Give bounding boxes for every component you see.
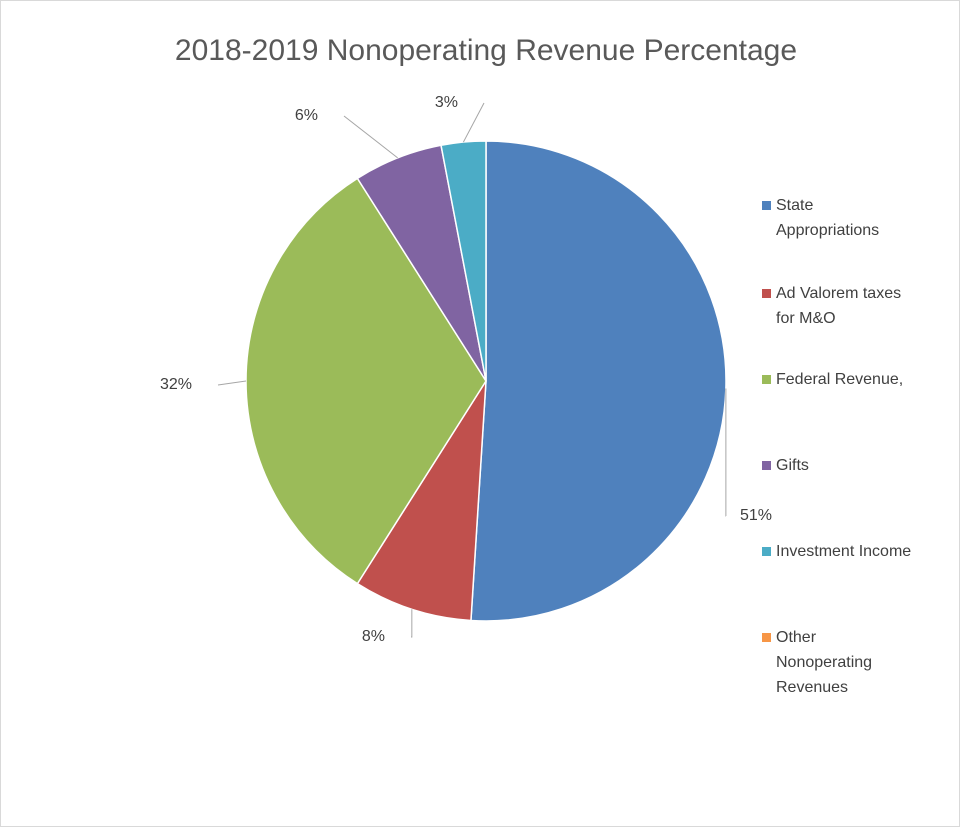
legend-item: Investment Income [762, 539, 912, 564]
legend-swatch [762, 547, 771, 556]
legend-swatch [762, 201, 771, 210]
pie-slice [356, 380, 487, 622]
data-label: 6% [295, 107, 318, 124]
legend-label: Gifts [776, 457, 809, 474]
data-label: 3% [435, 94, 458, 111]
legend-label: Ad Valorem taxes for M&O [776, 285, 902, 327]
legend-item: Gifts [762, 453, 912, 478]
leader-line [462, 102, 485, 143]
legend-item: State Appropriations [762, 193, 912, 243]
leader-line [343, 115, 398, 159]
pie-slice [440, 140, 487, 382]
chart-title: 2018-2019 Nonoperating Revenue Percentag… [175, 34, 797, 67]
data-label: 32% [160, 376, 192, 393]
legend-label: Investment Income [776, 543, 912, 560]
legend-swatch [762, 461, 771, 470]
data-label: 8% [362, 628, 385, 645]
legend-item: Other Nonoperating Revenues [762, 625, 912, 700]
legend-label: State Appropriations [776, 197, 880, 239]
legend-swatch [762, 289, 771, 298]
legend-item: Ad Valorem taxes for M&O [762, 281, 912, 331]
legend-item: Federal Revenue, [762, 367, 912, 392]
leader-line [411, 609, 413, 638]
leader-line [217, 380, 247, 386]
legend-label: Other Nonoperating Revenues [776, 629, 873, 696]
legend-swatch [762, 633, 771, 642]
legend-label: Federal Revenue, [776, 371, 904, 388]
legend-swatch [762, 375, 771, 384]
data-label: 51% [740, 507, 772, 524]
